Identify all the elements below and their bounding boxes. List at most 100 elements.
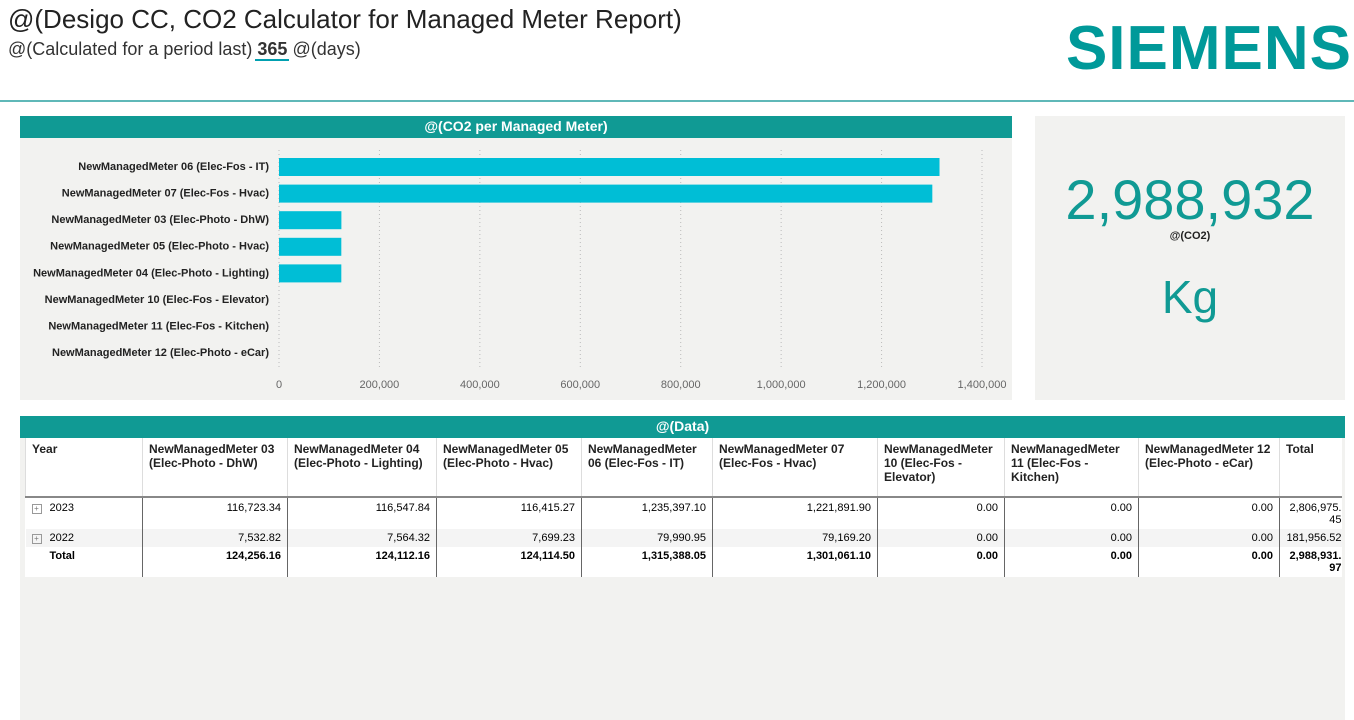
column-header[interactable]: Total bbox=[1279, 438, 1342, 497]
expand-icon[interactable]: + bbox=[31, 504, 42, 514]
bar bbox=[279, 237, 342, 256]
cell-text: 0.00 bbox=[1110, 532, 1132, 544]
header-row: Year NewManagedMeter 03 (Elec-Photo - DhW… bbox=[25, 438, 1342, 497]
cell-text: 0.00 bbox=[976, 532, 998, 544]
chart-title: @(CO2 per Managed Meter) bbox=[20, 116, 1012, 138]
card-unit: Kg bbox=[1161, 271, 1219, 323]
column-header[interactable]: NewManagedMeter 11 (Elec-Fos - Kitchen) bbox=[1004, 438, 1139, 497]
cell: 1,221,891.90 bbox=[712, 497, 878, 529]
table-title: @(Data) bbox=[20, 416, 1345, 438]
row-label: +2022 bbox=[25, 529, 143, 547]
cell-text: 181,956.52 bbox=[1286, 532, 1342, 544]
bar bbox=[279, 211, 342, 230]
chart: 0 200,000 400,000 600,000 800,000 1,000,000 1,… bbox=[33, 150, 1007, 391]
cell: 124,256.16 bbox=[142, 547, 288, 577]
column-header[interactable]: NewManagedMeter 06 (Elec-Fos - IT) bbox=[581, 438, 713, 497]
bar bbox=[279, 264, 342, 283]
column-header[interactable]: NewManagedMeter 05 (Elec-Photo - Hvac) bbox=[436, 438, 582, 497]
cell: 7,564.32 bbox=[287, 529, 437, 547]
table-row: Total 124,256.16 124,112.16 124,114.50 1,315… bbox=[26, 547, 1342, 577]
cell: 0.00 bbox=[877, 529, 1005, 547]
card-label: @(CO2) bbox=[1169, 230, 1211, 242]
cell-text: 0.00 bbox=[1251, 550, 1273, 562]
card-value: 2,988,932 bbox=[1065, 168, 1315, 231]
cell-text: 1,301,061.10 bbox=[806, 550, 871, 562]
cell: 2,988,931.97 bbox=[1279, 547, 1342, 577]
cell-text: 1,315,388.05 bbox=[641, 550, 706, 562]
subtitle: @(Calculated for a period last) 365 @(days… bbox=[8, 39, 361, 61]
cell: 1,301,061.10 bbox=[712, 547, 878, 577]
y-tick-label: NewManagedMeter 05 (Elec-Photo - Hvac) bbox=[50, 241, 269, 253]
cell-text: 124,114.50 bbox=[520, 550, 575, 562]
cell-text: 79,169.20 bbox=[822, 532, 871, 544]
cell: 79,169.20 bbox=[712, 529, 878, 547]
cell-text: 124,256.16 bbox=[225, 550, 281, 562]
y-tick-label: NewManagedMeter 12 (Elec-Photo - eCar) bbox=[52, 347, 269, 359]
cell-text: 7,564.32 bbox=[387, 532, 430, 544]
y-tick-label: NewManagedMeter 06 (Elec-Fos - IT) bbox=[78, 161, 269, 173]
cell: 0.00 bbox=[1004, 497, 1139, 529]
cell: 0.00 bbox=[1138, 547, 1280, 577]
cell-text: 2,988,931.97 bbox=[1289, 550, 1342, 574]
column-header[interactable]: NewManagedMeter 03 (Elec-Photo - DhW) bbox=[142, 438, 288, 497]
cell-text: 79,990.95 bbox=[657, 532, 706, 544]
x-tick-label: 0 bbox=[276, 379, 282, 391]
column-header[interactable]: NewManagedMeter 12 (Elec-Photo - eCar) bbox=[1138, 438, 1280, 497]
subtitle-prefix: @(Calculated for a period last) bbox=[8, 39, 253, 59]
x-tick-label: 1,200,000 bbox=[857, 379, 906, 391]
column-header[interactable]: NewManagedMeter 04 (Elec-Photo - Lightin… bbox=[287, 438, 437, 497]
x-tick-label: 400,000 bbox=[460, 379, 500, 391]
cell: 0.00 bbox=[877, 497, 1005, 529]
x-tick-label: 200,000 bbox=[360, 379, 400, 391]
chart-panel: @(CO2 per Managed Meter) 0 200,000 400,000… bbox=[20, 116, 1012, 400]
card: 2,988,932 @(CO2) Kg bbox=[1035, 116, 1345, 400]
table-head: Year NewManagedMeter 03 (Elec-Photo - DhW… bbox=[25, 438, 1342, 497]
cell: 124,114.50 bbox=[436, 547, 582, 577]
cell-text: 2022 bbox=[49, 532, 74, 544]
x-tick-label: 800,000 bbox=[661, 379, 701, 391]
data-table: Year NewManagedMeter 03 (Elec-Photo - DhW… bbox=[25, 438, 1342, 577]
cell: 2,806,975.45 bbox=[1279, 497, 1342, 529]
y-tick-label: NewManagedMeter 07 (Elec-Fos - Hvac) bbox=[62, 188, 270, 200]
expand-icon[interactable]: + bbox=[31, 534, 42, 544]
x-tick-label: 1,400,000 bbox=[958, 379, 1007, 391]
column-header[interactable]: Year bbox=[25, 438, 143, 497]
x-tick-label: 1,000,000 bbox=[757, 379, 806, 391]
cell: 7,532.82 bbox=[142, 529, 288, 547]
cell: 79,990.95 bbox=[581, 529, 713, 547]
cell-text: 116,415.27 bbox=[520, 502, 575, 514]
cell-text: 2023 bbox=[49, 502, 74, 514]
cell-text: 0.00 bbox=[976, 502, 998, 514]
x-tick-label: 600,000 bbox=[560, 379, 600, 391]
table-row: +2022 7,532.82 7,564.32 7,699.23 79,990.95 79… bbox=[25, 529, 1342, 547]
y-tick-label: NewManagedMeter 04 (Elec-Photo - Lightin… bbox=[33, 267, 269, 279]
cell-text: 1,235,397.10 bbox=[641, 502, 706, 514]
table-row: +2023 116,723.34 116,547.84 116,415.27 1,235… bbox=[26, 497, 1342, 529]
cell-text: 0.00 bbox=[1110, 550, 1132, 562]
column-header[interactable]: NewManagedMeter 10 (Elec-Fos - Elevator) bbox=[877, 438, 1005, 497]
y-tick-label: NewManagedMeter 03 (Elec-Photo - DhW) bbox=[51, 214, 269, 226]
cell: 116,547.84 bbox=[287, 497, 437, 529]
report-title: @(Desigo CC, CO2 Calculator for Managed … bbox=[8, 4, 682, 34]
cell-text: 1,221,891.90 bbox=[806, 502, 871, 514]
cell-text: 2,806,975.45 bbox=[1289, 502, 1342, 526]
cell: 116,415.27 bbox=[436, 497, 582, 529]
cell-text: 7,699.23 bbox=[532, 532, 575, 544]
divider bbox=[0, 100, 1354, 102]
cell: 1,235,397.10 bbox=[581, 497, 713, 529]
cell: 1,315,388.05 bbox=[581, 547, 713, 577]
table-body: +2023 116,723.34 116,547.84 116,415.27 1,235… bbox=[25, 497, 1342, 577]
period-input[interactable]: 365 bbox=[255, 39, 290, 61]
cell-text: 116,723.34 bbox=[226, 502, 281, 514]
table-panel: @(Data) Year NewManagedMeter 03 (Elec-Pho… bbox=[20, 416, 1345, 720]
bar bbox=[279, 158, 940, 176]
cell: 116,723.34 bbox=[142, 497, 288, 529]
cell: 124,112.16 bbox=[287, 547, 437, 577]
cell-text: 0.00 bbox=[1251, 532, 1273, 544]
column-header[interactable]: NewManagedMeter 07 (Elec-Fos - Hvac) bbox=[712, 438, 878, 497]
cell: 181,956.52 bbox=[1279, 529, 1342, 547]
row-label: +2023 bbox=[26, 497, 143, 529]
subtitle-suffix: @(days) bbox=[292, 39, 361, 59]
